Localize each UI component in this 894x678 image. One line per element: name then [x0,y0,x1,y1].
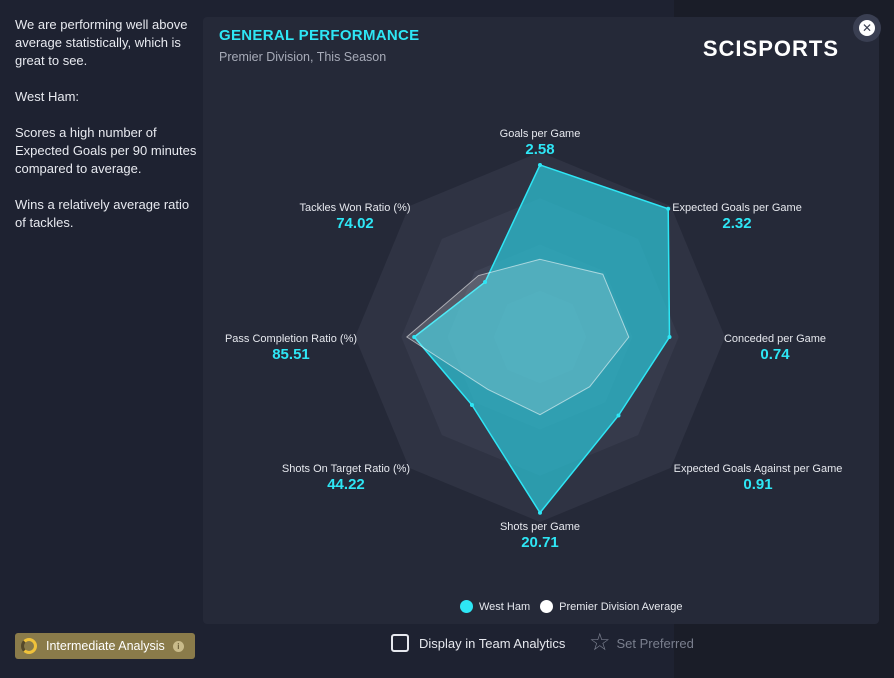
insight-point: Wins a relatively average ratio of tackl… [15,197,190,230]
radar-point-west-ham [483,280,488,285]
legend-item-team: West Ham [460,600,530,613]
insight-point: Scores a high number of Expected Goals p… [15,125,197,176]
metric-shots-on-target-ratio: Shots On Target Ratio (%) 44.22 [246,462,446,494]
metric-label: Expected Goals per Game [672,202,802,214]
legend-label-team: West Ham [479,600,531,613]
metric-pass-completion-ratio: Pass Completion Ratio (%) 85.51 [191,332,391,364]
badge-label: Intermediate Analysis [46,639,165,653]
display-in-team-analytics-toggle[interactable]: Display in Team Analytics [391,634,565,652]
metric-label: Shots On Target Ratio (%) [281,463,411,475]
display-toggle-label: Display in Team Analytics [419,635,566,651]
metric-value: 2.32 [722,215,752,232]
metric-expected-goals-against: Expected Goals Against per Game 0.91 [658,462,858,494]
metric-value: 2.58 [525,141,555,158]
metric-label: Goals per Game [499,128,581,140]
metric-value: 0.91 [743,476,773,493]
card-title: GENERAL PERFORMANCE [219,27,420,44]
radar-point-west-ham [469,403,474,408]
analysis-text-panel: We are performing well above average sta… [15,16,197,250]
team-heading: West Ham: [15,89,80,104]
metric-label: Tackles Won Ratio (%) [299,202,411,214]
radar-point-west-ham [538,510,542,515]
metric-value: 44.22 [327,476,365,493]
legend-dot-average [540,600,554,613]
progress-ring-icon [21,638,37,654]
metric-label: Expected Goals Against per Game [673,463,843,475]
metric-value: 74.02 [336,215,374,232]
metric-conceded-per-game: Conceded per Game 0.74 [675,332,875,364]
set-preferred-button[interactable]: ☆ Set Preferred [589,629,694,656]
metric-label: Conceded per Game [723,333,827,345]
metric-value: 85.51 [272,346,310,363]
legend-label-average: Premier Division Average [559,600,683,613]
scisports-logo: SCISPORTS [702,36,839,61]
radar-point-west-ham [666,206,671,211]
card-subtitle: Premier Division, This Season [219,50,387,64]
radar-series-average [405,258,630,416]
display-checkbox[interactable] [391,634,409,652]
radar-chart [355,152,725,522]
legend-item-average: Premier Division Average [540,600,682,613]
metric-shots-per-game: Shots per Game 20.71 [440,520,640,552]
legend-dot-team [460,600,473,613]
chart-legend: West Ham Premier Division Average [460,600,692,613]
info-icon[interactable]: i [172,640,184,652]
metric-expected-goals-per-game: Expected Goals per Game 2.32 [637,201,837,233]
metric-label: Shots per Game [499,521,581,533]
star-icon: ☆ [589,629,611,656]
metric-value: 0.74 [760,346,790,363]
radar-point-west-ham [412,335,417,339]
radar-point-west-ham [616,413,621,418]
set-preferred-label: Set Preferred [616,635,694,651]
metric-tackles-won-ratio: Tackles Won Ratio (%) 74.02 [255,201,455,233]
close-button[interactable]: ✕ [853,14,881,42]
metric-label: Pass Completion Ratio (%) [224,333,358,345]
metric-goals-per-game: Goals per Game 2.58 [440,127,640,159]
close-icon: ✕ [859,20,875,36]
intermediate-analysis-badge[interactable]: Intermediate Analysis i [15,633,195,659]
radar-point-west-ham [538,162,542,167]
summary-text: We are performing well above average sta… [15,17,188,68]
radar-point-west-ham [667,335,672,339]
metric-value: 20.71 [521,534,559,551]
